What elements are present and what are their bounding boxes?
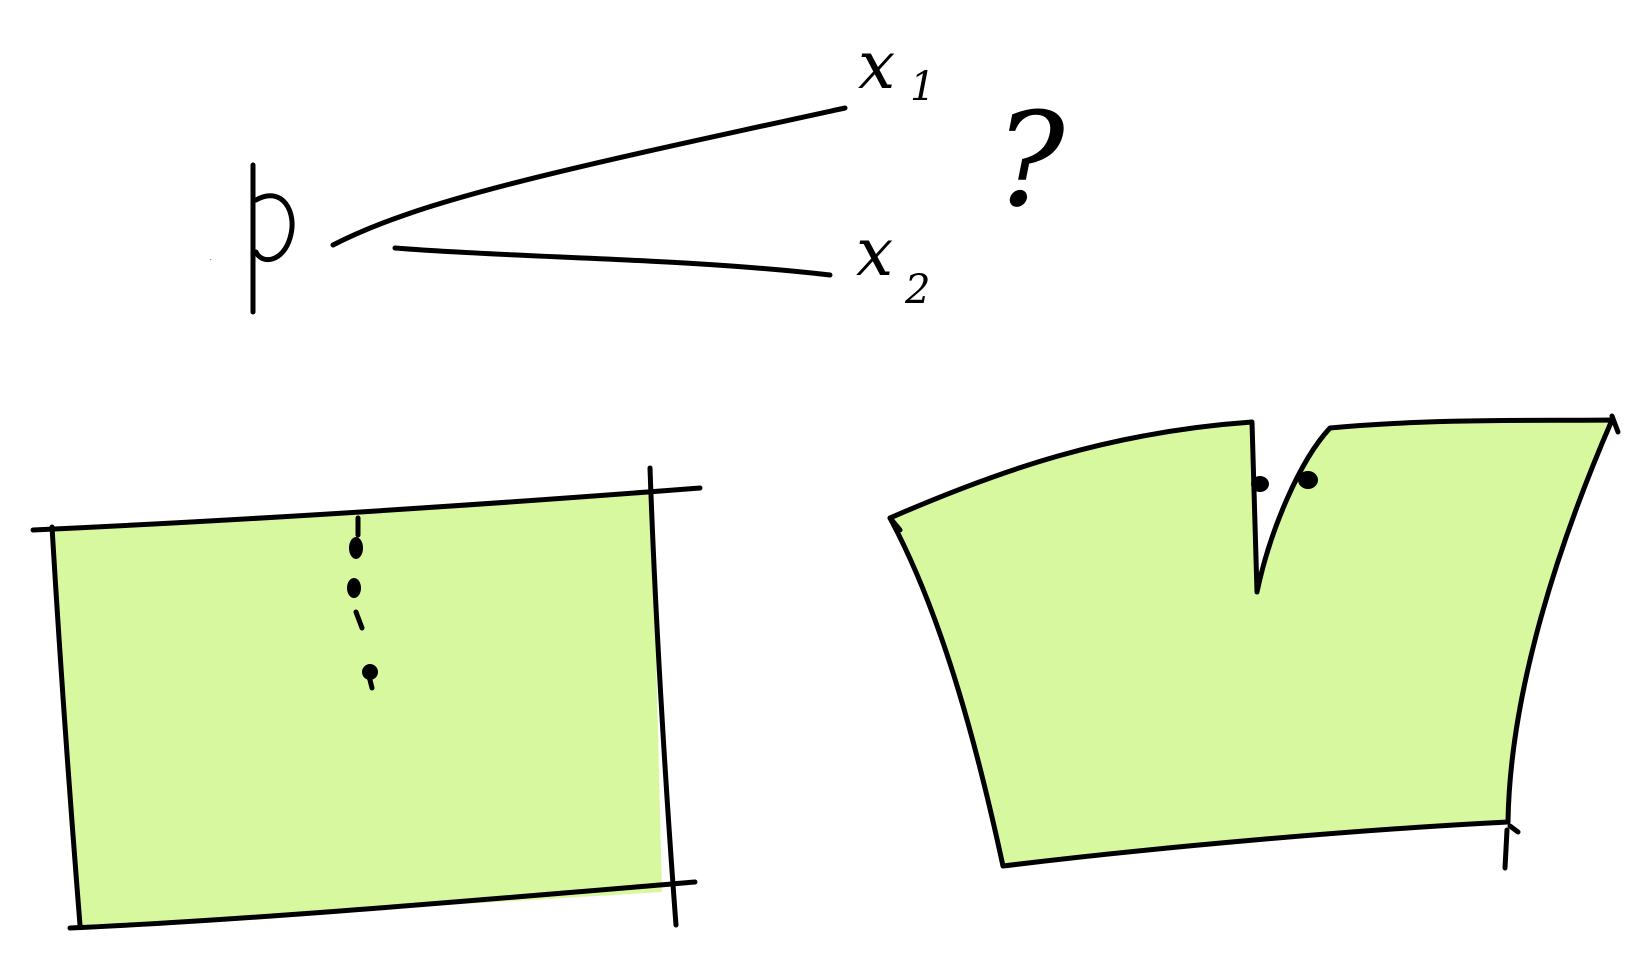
branch-x2 (392, 245, 833, 278)
branch-x1 (330, 105, 848, 248)
panel-rectangle (30, 465, 703, 931)
query-mark: ? (995, 84, 1066, 236)
label-x2-subscript: 2 (904, 267, 930, 313)
rectangle-fill (50, 493, 662, 925)
label-x1-subscript: 1 (910, 64, 935, 110)
slit-left-corner-tick (887, 515, 903, 533)
label-x1: x 1 (858, 27, 935, 110)
cut-dash-3 (366, 673, 375, 691)
top-sketch: p x 1 x 2 ? (210, 27, 1066, 315)
rectangle-top-edge (30, 485, 703, 533)
slit-bottom-right-tick (1502, 823, 1521, 871)
panel-slit (887, 413, 1621, 871)
rectangle-left-edge (49, 524, 83, 928)
label-x2: x 2 (856, 214, 930, 313)
label-x1-name: x (858, 27, 895, 104)
cut-dot-1 (349, 537, 363, 559)
slit-dot-right (1298, 471, 1318, 489)
slit-fill (890, 420, 1610, 866)
cut-dot-2 (347, 578, 361, 598)
origin-label: p (210, 259, 212, 261)
dotted-cut (347, 515, 378, 691)
cut-dash-2 (353, 609, 365, 631)
p-bowl (253, 193, 295, 263)
label-x2-name: x (856, 214, 893, 291)
rectangle-right-edge (647, 465, 679, 928)
slit-dot-left (1251, 476, 1269, 492)
slit-top-right-tick (1609, 413, 1621, 435)
cut-dot-3 (362, 664, 378, 680)
rectangle-bottom-edge (67, 879, 698, 931)
